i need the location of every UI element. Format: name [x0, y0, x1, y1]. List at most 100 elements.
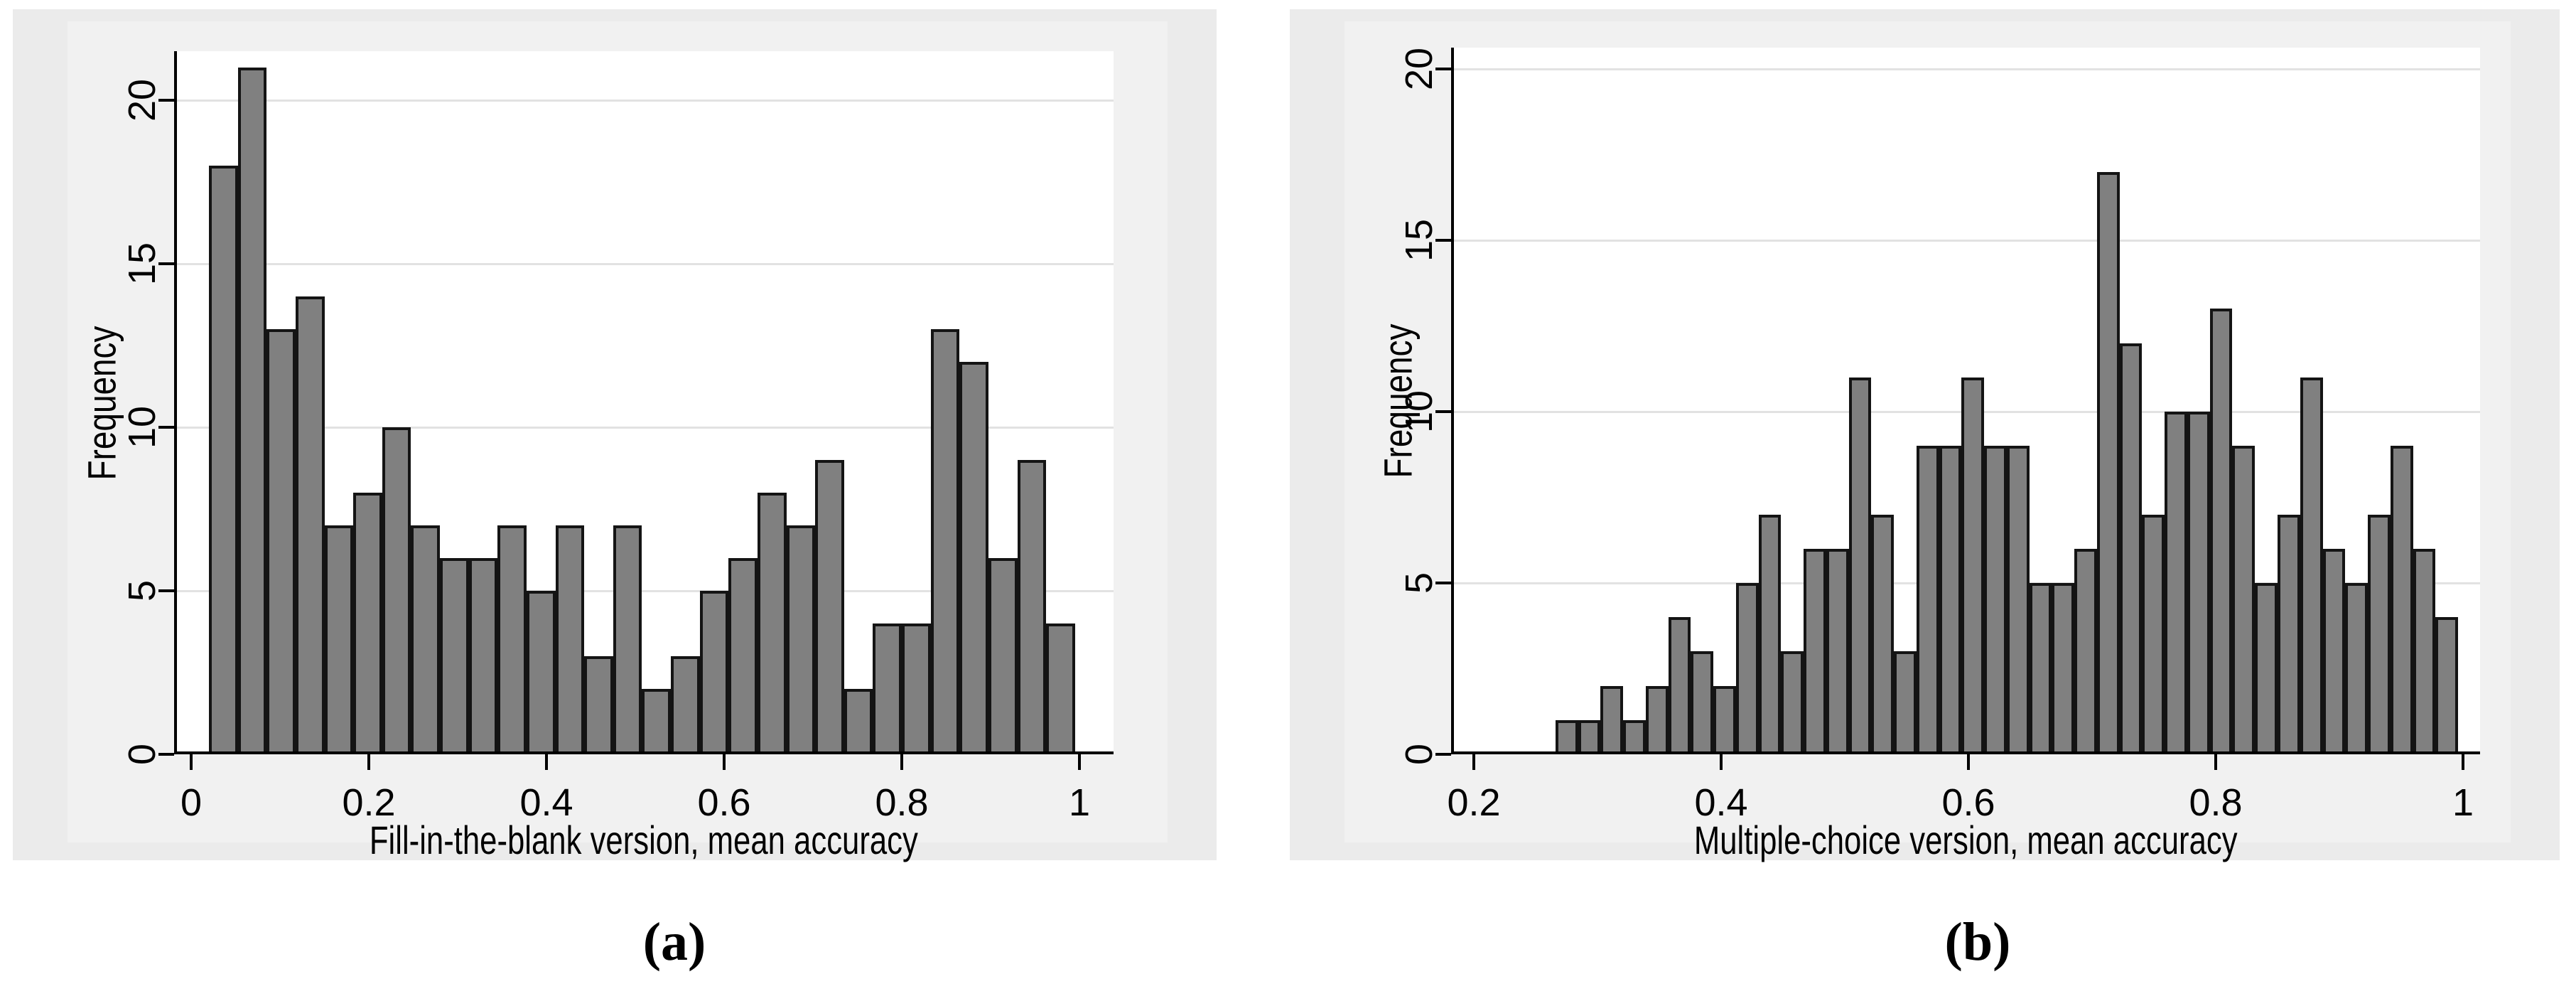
x-tick-label: 0.4 [1694, 781, 1748, 824]
x-tick [723, 754, 726, 770]
y-axis-line-a [174, 51, 177, 754]
histogram-bar [671, 656, 700, 754]
histogram-panel-b: 0.2 0.4 0.6 0.8 1 0 5 10 15 20 Frequency Multiple… [1290, 9, 2560, 862]
histogram-bar [2074, 548, 2097, 754]
histogram-bar [930, 329, 960, 754]
x-tick [545, 754, 548, 770]
histogram-bar [613, 525, 642, 754]
histogram-bar [757, 493, 787, 754]
histogram-bar [2052, 583, 2075, 754]
histogram-bar [584, 656, 613, 754]
y-tick [1435, 68, 1451, 70]
histogram-bar [1600, 685, 1624, 754]
y-tick-label: 15 [1398, 218, 1440, 262]
histogram-bar [988, 558, 1018, 754]
plot-area-a: 0 0.2 0.4 0.6 0.8 1 0 5 10 15 20 [121, 51, 1114, 824]
histogram-bar [1984, 446, 2007, 754]
histogram-bar [2006, 446, 2030, 754]
y-tick [158, 262, 174, 265]
histogram-bar [2096, 171, 2120, 754]
y-tick-label: 15 [121, 242, 163, 286]
ticks-b: 0.2 0.4 0.6 0.8 1 0 5 10 15 20 [1398, 48, 2480, 824]
y-tick [158, 99, 174, 102]
x-tick-label: 0.2 [1447, 781, 1501, 824]
y-tick [158, 426, 174, 429]
y-tick [1435, 410, 1451, 413]
plot-area-b: 0.2 0.4 0.6 0.8 1 0 5 10 15 20 [1398, 48, 2480, 824]
histogram-bar [411, 525, 440, 754]
histogram-bar [2300, 377, 2323, 754]
x-tick [2214, 754, 2217, 770]
x-tick [1720, 754, 1723, 770]
histogram-bar [1691, 651, 1714, 754]
histogram-bar [728, 558, 758, 754]
histogram-bar [1017, 460, 1047, 754]
x-tick-label: 0.6 [1941, 781, 1995, 824]
y-tick-label: 5 [1398, 572, 1440, 594]
histogram-bar [468, 558, 498, 754]
histogram-bar [1916, 446, 1939, 754]
gridlines-a [174, 51, 1114, 754]
histogram-bar [295, 296, 325, 754]
histogram-bar [2232, 446, 2256, 754]
histogram-bar [2209, 309, 2233, 754]
x-tick-label: 0 [180, 781, 203, 824]
histogram-bar [1623, 719, 1646, 754]
histogram-bar [1758, 514, 1782, 754]
y-tick-label: 0 [1398, 743, 1440, 766]
histogram-bar [353, 493, 382, 754]
gridline-y-10 [174, 426, 1114, 429]
gridline-y-15 [174, 262, 1114, 265]
histogram-bar [2187, 412, 2210, 754]
x-tick-label: 0.2 [342, 781, 396, 824]
y-tick [1435, 239, 1451, 242]
histogram-bar [440, 558, 469, 754]
histogram-bar [1781, 651, 1804, 754]
x-axis-title-a: Fill-in-the-blank version, mean accuracy [370, 818, 918, 862]
gridline-y-5 [174, 589, 1114, 592]
y-tick-label: 10 [121, 405, 163, 449]
y-tick [158, 589, 174, 592]
x-tick [2462, 754, 2464, 770]
histogram-bar [699, 591, 729, 754]
histogram-bar [2345, 583, 2368, 754]
histogram-bar [2390, 446, 2413, 754]
y-tick [158, 753, 174, 756]
histogram-bar [324, 525, 354, 754]
caption-a: (a) [642, 912, 706, 972]
histogram-bars-a [174, 51, 1114, 754]
histogram-bar [1848, 377, 1872, 754]
x-tick [1078, 754, 1081, 770]
histogram-bar [959, 362, 988, 754]
x-tick-label: 1 [1068, 781, 1091, 824]
histogram-bar [382, 427, 411, 754]
x-tick-label: 0.8 [875, 781, 929, 824]
gridline-y-20 [174, 99, 1114, 102]
x-axis-line-b [1451, 751, 2480, 754]
histogram-bar [815, 460, 844, 754]
histogram-bar [2255, 583, 2278, 754]
y-tick [1435, 582, 1451, 584]
x-tick [190, 754, 193, 770]
x-tick-label: 0.6 [697, 781, 751, 824]
y-axis-title-b: Frequency [1375, 323, 1421, 478]
y-axis-line-b [1451, 48, 1454, 754]
histogram-bar [1555, 719, 1578, 754]
y-tick [1435, 753, 1451, 756]
caption-b: (b) [1944, 912, 2011, 972]
histogram-bar [873, 623, 902, 754]
histogram-bar [2142, 514, 2165, 754]
histogram-bar [2119, 343, 2143, 754]
histogram-bar [1804, 548, 1826, 754]
x-axis-title-b: Multiple-choice version, mean accuracy [1693, 818, 2238, 862]
y-axis-title-a: Frequency [79, 326, 124, 480]
histogram-bar [1713, 685, 1736, 754]
histogram-bar [2278, 514, 2300, 754]
y-tick-label: 20 [1398, 47, 1440, 91]
x-tick-label: 1 [2452, 781, 2474, 824]
histogram-bar [844, 689, 873, 754]
y-tick-label: 5 [121, 579, 163, 602]
gridline-y-20 [1451, 68, 2480, 70]
histogram-bar [526, 591, 556, 754]
